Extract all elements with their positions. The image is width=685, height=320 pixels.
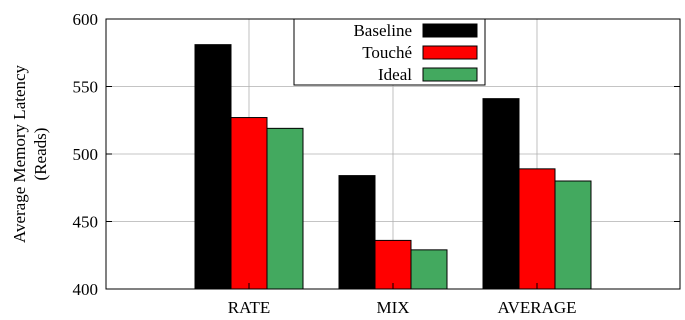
legend-label: Ideal (378, 65, 412, 84)
bar-ideal-mix (410, 249, 448, 290)
bar-touch-rate (230, 117, 268, 290)
bar-baseline-mix (338, 175, 376, 290)
y-axis: 400 450 500 550 600 (73, 10, 680, 299)
bar-ideal-rate (266, 127, 304, 290)
y-tick-label: 600 (73, 10, 99, 29)
y-tick-label: 400 (73, 280, 99, 299)
legend-label: Touché (362, 43, 412, 62)
bar-baseline-average (482, 98, 520, 290)
legend-swatch (422, 23, 478, 38)
y-axis-label-line1: Average Memory Latency (10, 64, 29, 243)
y-axis-label-line2: (Reads) (31, 128, 50, 181)
legend-label: Baseline (353, 21, 412, 40)
x-tick-label: MIX (376, 298, 409, 317)
bars (194, 44, 592, 290)
legend: Baseline Touché Ideal (293, 18, 486, 86)
legend-swatch (422, 45, 478, 60)
x-axis: RATE MIX AVERAGE (228, 283, 577, 317)
bar-touch-average (518, 168, 556, 290)
y-tick-label: 550 (73, 78, 99, 97)
bar-touch-mix (374, 239, 412, 290)
x-tick-label: RATE (228, 298, 271, 317)
bar-baseline-rate (194, 44, 232, 290)
legend-swatch (422, 67, 478, 82)
y-tick-label: 500 (73, 145, 99, 164)
x-tick-label: AVERAGE (497, 298, 576, 317)
bar-ideal-average (554, 180, 592, 290)
y-tick-label: 450 (73, 213, 99, 232)
